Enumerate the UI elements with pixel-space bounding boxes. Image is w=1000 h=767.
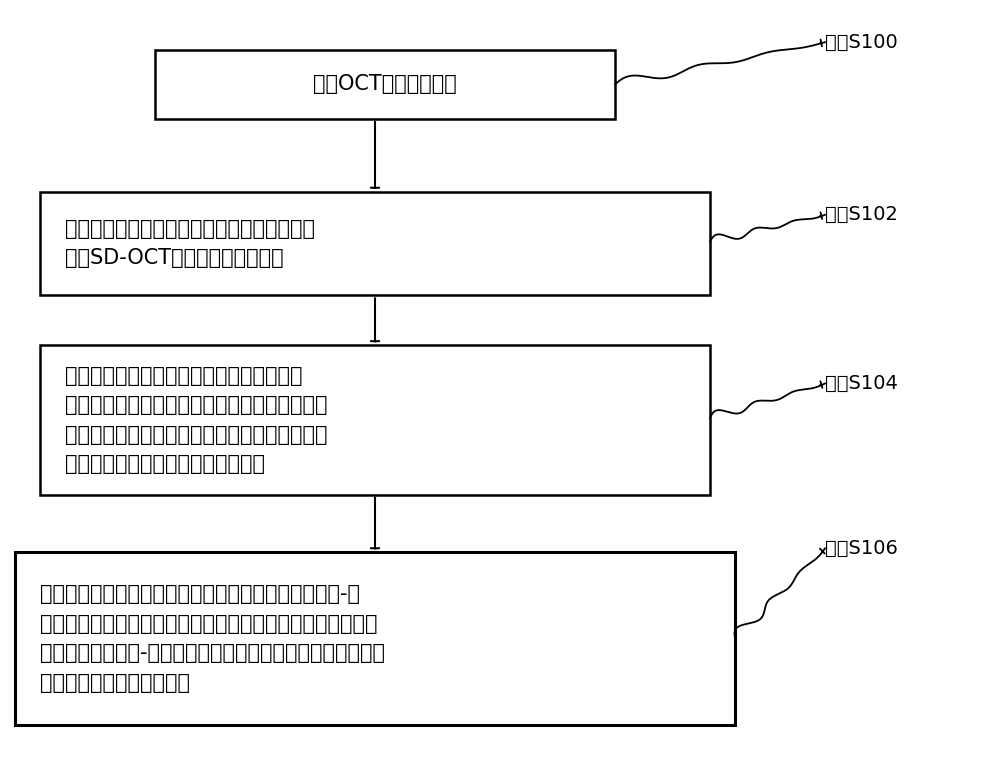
Text: 对采样区中视网膜各结构层次进行纵向的逐
行图像分析，其中，所述图像分析指读取像素点
的灰度值为反射强度，记录每行像素在采样区的
所在深度及该行像素的平均反射强度: 对采样区中视网膜各结构层次进行纵向的逐 行图像分析，其中，所述图像分析指读取像素…: [65, 366, 328, 474]
Text: 步骤S100: 步骤S100: [825, 33, 898, 51]
Text: 获取OCT断层扫描图像: 获取OCT断层扫描图像: [313, 74, 457, 94]
Bar: [40, 192, 710, 295]
Text: 获取所述结构层次的积分反射强度值，其中，通过深度-行
平均反射强度曲线的二阶导函数曲线分析并区分视网膜各解剖
层次，通过对深度-行平均反射强度曲线进行积分运算获: 获取所述结构层次的积分反射强度值，其中，通过深度-行 平均反射强度曲线的二阶导函…: [40, 584, 385, 693]
Text: 获取采样区，用于量化测量，其中，所述采样
区从SD-OCT的扫描线上进行获取: 获取采样区，用于量化测量，其中，所述采样 区从SD-OCT的扫描线上进行获取: [65, 219, 315, 268]
Text: 步骤S104: 步骤S104: [825, 374, 898, 393]
Bar: [40, 345, 710, 495]
Bar: [15, 552, 735, 725]
Bar: [155, 50, 615, 119]
Text: 步骤S102: 步骤S102: [825, 206, 898, 224]
Text: 步骤S106: 步骤S106: [825, 539, 898, 558]
